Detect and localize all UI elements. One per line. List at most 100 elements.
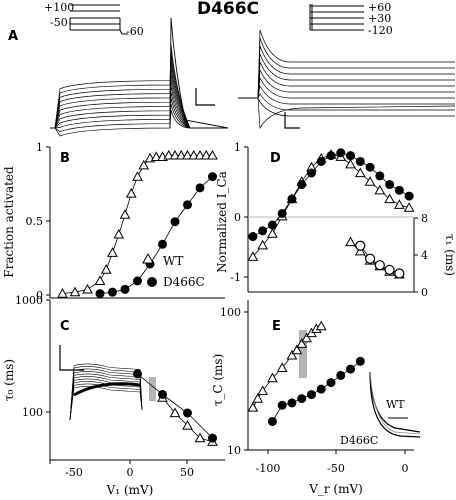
plot-c-shaded-band	[149, 377, 156, 401]
trace-right	[238, 61, 455, 99]
point-e-d466c	[316, 384, 326, 394]
point-d-d466c	[306, 168, 316, 178]
inset-e-trace-d466c	[369, 371, 421, 438]
point-d-d466c	[346, 151, 356, 161]
plot-e-xtick-m50: -50	[327, 462, 345, 475]
point-d-d466c	[277, 208, 287, 218]
plot-e-inset-d466c-label: D466C	[340, 434, 378, 447]
point-d-inset-d466c	[384, 264, 395, 275]
inset-c-trace	[69, 368, 143, 421]
plot-e-xlabel: V_r (mV)	[308, 482, 363, 496]
point-e-d466c	[297, 394, 307, 404]
scale-bar-right	[284, 112, 300, 129]
plot-d-inset-ylabel: τ₁ (ms)	[443, 234, 456, 276]
point-b-wt	[132, 171, 143, 181]
point-c-d466c	[133, 369, 142, 379]
point-e-wt	[301, 332, 312, 343]
point-b-wt	[150, 151, 162, 161]
point-b-d466c	[195, 183, 205, 193]
point-b-wt	[182, 149, 193, 160]
legend-d466c-label: D466C	[163, 275, 205, 289]
plot-b-ytick-1: 1	[36, 141, 43, 154]
plot-e-shaded-band	[299, 330, 307, 378]
plot-d: 1 0 -1 Normalized I_Ca 8 4 0 τ₁ (ms)	[215, 141, 456, 299]
plot-c-xtick-50: 50	[180, 466, 194, 479]
plot-c-xlabel: V₁ (mV)	[106, 483, 154, 497]
inset-c-trace	[69, 363, 143, 421]
point-c-d466c	[183, 408, 192, 418]
inset-c-trace	[69, 381, 143, 421]
scale-bar-left	[195, 88, 215, 106]
point-b-wt	[113, 228, 125, 239]
point-c-d466c	[158, 389, 167, 399]
point-b-d466c	[120, 284, 130, 294]
point-b-wt	[200, 149, 212, 160]
current-traces-left	[50, 17, 229, 137]
point-c-d466c	[208, 433, 217, 443]
plot-e-xtick-m100: -100	[256, 462, 281, 475]
point-e-wt	[276, 362, 288, 372]
current-traces-right	[238, 29, 456, 130]
point-d-wt	[374, 184, 386, 195]
plot-e-inset-wt-label: WT	[386, 398, 405, 411]
trace-left	[50, 61, 228, 129]
plot-d-ticks	[244, 146, 248, 278]
point-e-wt	[247, 402, 259, 412]
point-d-d466c	[375, 171, 385, 181]
point-b-d466c	[108, 287, 117, 297]
point-b-wt	[94, 275, 106, 286]
plot-e-inset-traces	[369, 371, 421, 438]
plot-d-inset-ticks	[414, 217, 418, 293]
trace-left	[50, 79, 228, 129]
point-d-wt	[364, 176, 376, 186]
plot-d-inset-ytick-4: 4	[421, 249, 428, 262]
legend-wt-marker	[142, 252, 154, 264]
point-b-d466c	[208, 172, 217, 182]
inset-c-trace	[69, 373, 143, 421]
plot-c: 1000 100 -50 0 50 V₁ (mV) τ₀ (ms)	[2, 294, 225, 497]
point-b-d466c	[170, 217, 180, 227]
point-d-d466c	[365, 162, 375, 172]
point-b-wt	[82, 283, 93, 294]
point-d-wt	[403, 202, 415, 212]
trace-right	[238, 97, 455, 117]
trace-left	[50, 49, 228, 129]
point-b-wt	[107, 247, 118, 257]
point-b-wt	[57, 288, 68, 298]
trace-left	[50, 97, 228, 129]
plot-e-ylabel: τ_C (ms)	[211, 354, 225, 407]
point-b-wt	[119, 209, 131, 219]
inset-c-trace	[69, 383, 143, 421]
panel-letter-b: B	[60, 151, 70, 166]
inset-c-trace	[69, 371, 143, 421]
point-e-d466c	[336, 370, 346, 380]
point-b-wt	[163, 149, 175, 160]
point-e-wt	[267, 372, 278, 383]
point-b-wt	[207, 149, 218, 160]
protocol-left-end: -60	[126, 25, 144, 38]
c-wt-fit-line	[162, 397, 213, 443]
plot-e-xtick-0: 0	[402, 462, 409, 475]
point-d-wt	[257, 239, 268, 250]
plot-d-data	[247, 148, 415, 261]
legend-d466c-marker	[147, 277, 157, 287]
point-d-wt	[354, 167, 366, 178]
point-b-wt	[169, 149, 181, 160]
plot-b-ytick-0: 0	[36, 289, 43, 302]
trace-right-tail	[257, 97, 456, 130]
trace-left	[50, 91, 228, 129]
trace-left	[50, 55, 228, 129]
legend-wt-label: WT	[163, 254, 183, 268]
point-b-d466c	[158, 239, 167, 249]
b-d466c-fit-line	[99, 176, 213, 294]
point-d-wt	[247, 251, 259, 261]
trace-right	[238, 84, 455, 105]
point-d-d466c	[297, 180, 307, 190]
point-d-inset-d466c	[394, 268, 405, 279]
plot-c-scale-bar	[59, 345, 84, 371]
point-e-d466c	[277, 400, 287, 410]
point-d-wt	[345, 158, 356, 169]
plot-c-data	[133, 369, 218, 446]
point-d-wt	[394, 199, 405, 209]
